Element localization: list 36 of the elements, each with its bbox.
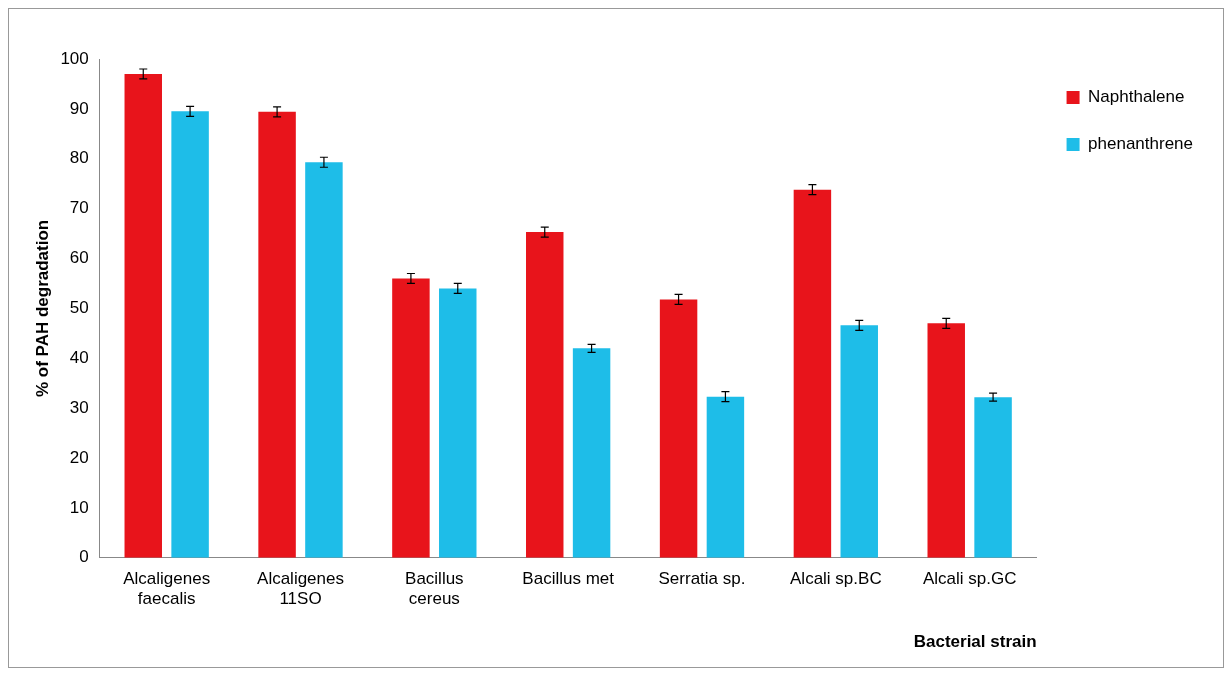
y-tick-label: 70 xyxy=(69,198,89,218)
bar xyxy=(572,348,611,558)
x-tick-label: Bacillus cereus xyxy=(405,568,464,609)
bar xyxy=(258,111,296,558)
x-tick-label: Bacillus met xyxy=(522,568,615,588)
y-tick-label: 10 xyxy=(69,497,89,517)
y-tick-label: 90 xyxy=(69,98,89,118)
bar xyxy=(392,278,430,558)
bar xyxy=(439,288,477,558)
bar xyxy=(974,397,1012,558)
bar xyxy=(171,111,209,558)
x-tick-label: Alcali sp.BC xyxy=(790,568,882,588)
bar xyxy=(526,232,564,558)
legend-label: phenanthrene xyxy=(1088,134,1194,154)
x-tick-label: Alcaligenes faecalis xyxy=(123,568,211,609)
bar xyxy=(305,162,343,558)
y-tick-label: 60 xyxy=(69,248,89,268)
y-tick-label: 100 xyxy=(60,48,89,68)
legend-label: Naphthalene xyxy=(1088,87,1185,107)
y-tick-label: 50 xyxy=(69,298,89,318)
bar xyxy=(793,189,832,558)
x-tick-label: Alcaligenes 11SO xyxy=(257,568,344,609)
y-tick-label: 0 xyxy=(79,547,89,567)
bar xyxy=(840,325,878,558)
bar xyxy=(124,73,162,558)
x-tick-label: Serratia sp. xyxy=(658,568,746,588)
bar xyxy=(659,299,698,558)
y-tick-label: 40 xyxy=(69,347,89,367)
bar xyxy=(706,396,745,558)
y-tick-label: 20 xyxy=(69,447,89,467)
x-tick-label: Alcali sp.GC xyxy=(922,568,1017,588)
y-tick-label: 80 xyxy=(69,148,89,168)
y-axis-title: % of PAH degradation xyxy=(32,219,52,398)
y-tick-label: 30 xyxy=(69,397,89,417)
x-axis-title: Bacterial strain xyxy=(913,632,1037,652)
bar xyxy=(927,323,965,558)
